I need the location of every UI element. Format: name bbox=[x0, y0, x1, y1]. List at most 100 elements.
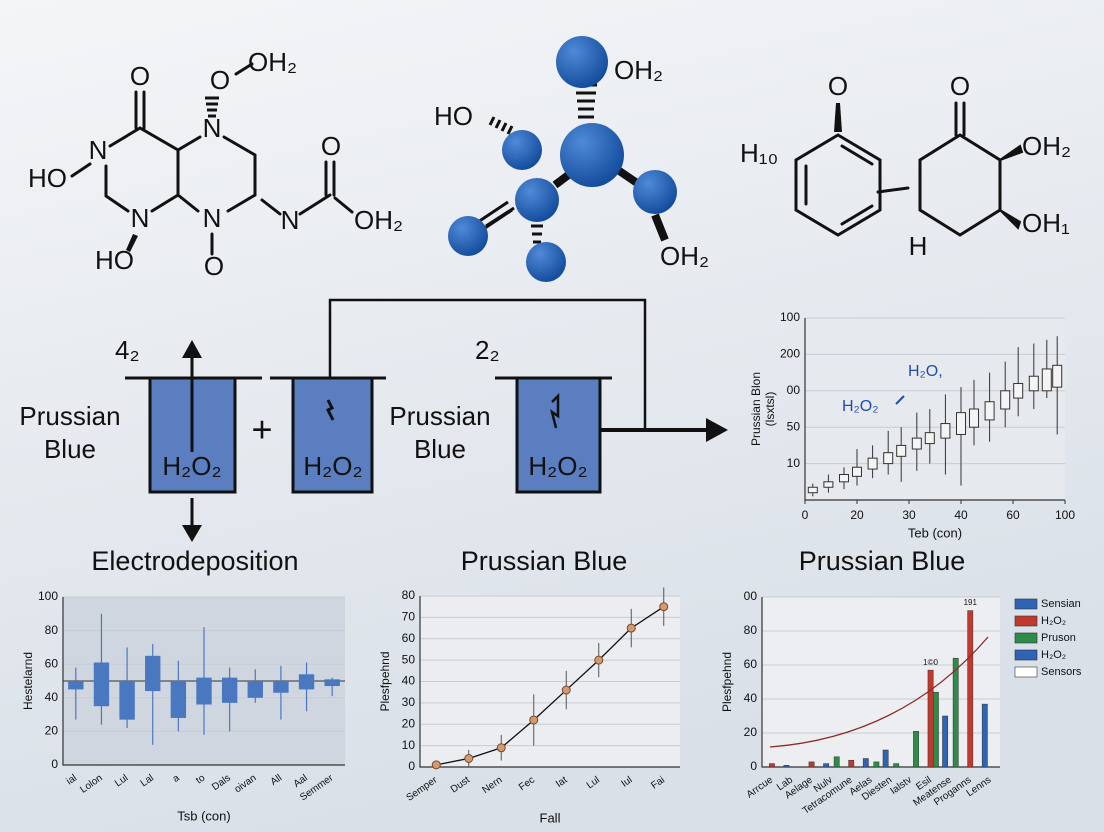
axis bbox=[62, 597, 345, 766]
bar bbox=[221, 677, 238, 703]
axis bbox=[761, 597, 1000, 768]
x-tick-label: 100 bbox=[1055, 508, 1075, 522]
y-axis-label: (lsxtsl) bbox=[763, 392, 777, 427]
data-label: 191 bbox=[964, 598, 978, 607]
arrowhead bbox=[706, 418, 728, 442]
atom: HO bbox=[434, 101, 473, 131]
marker bbox=[464, 753, 474, 763]
legend-swatch bbox=[1014, 649, 1038, 661]
bar bbox=[981, 703, 988, 768]
hash-bond bbox=[488, 116, 514, 135]
y-tick-label: 100 bbox=[38, 589, 58, 603]
beaker-label: H₂O₂ bbox=[162, 451, 221, 481]
plot-area bbox=[805, 318, 1065, 500]
y-tick-label: 60 bbox=[744, 657, 758, 671]
marker bbox=[431, 760, 441, 770]
atom: N bbox=[281, 205, 300, 235]
beaker-label: H₂O₂ bbox=[528, 451, 587, 481]
atom: O bbox=[204, 251, 224, 281]
bar bbox=[273, 681, 289, 693]
annotation: H₂O₂ bbox=[842, 398, 878, 415]
atom: O bbox=[828, 71, 848, 101]
atom bbox=[526, 242, 566, 282]
bar bbox=[196, 677, 212, 705]
step-label: Prussian bbox=[19, 401, 120, 431]
y-tick-label: 80 bbox=[402, 588, 416, 602]
marker bbox=[594, 655, 604, 665]
atom: OH₂ bbox=[248, 47, 297, 77]
connector bbox=[328, 298, 647, 430]
atom: O bbox=[130, 61, 150, 91]
box bbox=[1000, 390, 1011, 410]
atom: O bbox=[950, 71, 970, 101]
atom bbox=[502, 130, 542, 170]
y-axis-label: Plesfpehnd bbox=[720, 652, 734, 712]
bar bbox=[769, 763, 775, 768]
bar bbox=[952, 657, 959, 768]
arrowhead bbox=[182, 525, 202, 542]
box bbox=[1028, 375, 1039, 392]
y-tick-label: 70 bbox=[402, 610, 416, 624]
plus: + bbox=[251, 409, 272, 450]
y-tick-label: 0 bbox=[408, 759, 415, 773]
x-tick-label: 0 bbox=[802, 508, 809, 522]
axis bbox=[419, 596, 680, 768]
bar bbox=[119, 681, 135, 720]
x-axis-label: Tsb (con) bbox=[177, 808, 230, 823]
legend-label: Sensors bbox=[1041, 666, 1082, 678]
atom: OH₁ bbox=[1022, 208, 1070, 238]
bar bbox=[927, 669, 934, 768]
bar bbox=[93, 662, 110, 707]
hash-bond bbox=[477, 200, 515, 232]
molecule-3: H₁₀ O O OH₂ OH₁ H bbox=[740, 71, 1071, 261]
molecule-2: OH₂ HO OH₂ bbox=[434, 36, 709, 282]
bar bbox=[808, 761, 815, 768]
bonds bbox=[70, 62, 354, 256]
wedge-bond bbox=[999, 144, 1024, 230]
atom: HO bbox=[28, 163, 67, 193]
x-tick-label: 40 bbox=[954, 508, 968, 522]
atom: O bbox=[210, 65, 230, 95]
box bbox=[896, 444, 907, 457]
section-title: Prussian Blue bbox=[799, 546, 966, 576]
box bbox=[807, 486, 818, 494]
annotation: H₂O, bbox=[908, 363, 943, 380]
bar bbox=[145, 655, 161, 692]
y-axis-label: Plesfpehnd bbox=[378, 651, 392, 711]
data-label: 1©0 bbox=[923, 658, 938, 667]
bar bbox=[68, 681, 84, 690]
wedge-bond bbox=[834, 103, 842, 132]
atom: N bbox=[131, 203, 150, 233]
bar bbox=[823, 763, 830, 768]
molecule-1: O O OH₂ N HO N N N O N O OH₂ HO bbox=[28, 47, 403, 281]
legend-label: H₂O₂ bbox=[1041, 649, 1066, 661]
section-title: Prussian Blue bbox=[461, 546, 628, 576]
step-label: Blue bbox=[414, 434, 466, 464]
atom bbox=[560, 123, 624, 187]
legend-label: Pruson bbox=[1041, 632, 1076, 644]
step-label: Blue bbox=[44, 434, 96, 464]
reaction-mark bbox=[550, 392, 560, 429]
atom: N bbox=[203, 113, 222, 143]
marker bbox=[496, 743, 506, 753]
y-tick-label: 50 bbox=[787, 419, 801, 433]
x-axis-label: Fall bbox=[540, 810, 561, 825]
x-tick-label: 60 bbox=[1006, 508, 1020, 522]
y-tick-label: 30 bbox=[402, 695, 416, 709]
y-tick-label: 20 bbox=[45, 724, 59, 738]
annotation-arrow bbox=[895, 395, 905, 405]
y-tick-label: 80 bbox=[45, 623, 59, 637]
bar bbox=[783, 765, 790, 768]
y-tick-label: 20 bbox=[402, 716, 416, 730]
trend-curve bbox=[769, 636, 989, 748]
legend-swatch bbox=[1014, 598, 1038, 610]
bar bbox=[873, 761, 880, 768]
y-tick-label: 80 bbox=[744, 623, 758, 637]
beaker-label: H₂O₂ bbox=[303, 451, 362, 481]
box bbox=[956, 412, 966, 435]
box bbox=[839, 474, 849, 483]
y-tick-label: 60 bbox=[45, 656, 59, 670]
y-tick-label: 40 bbox=[402, 674, 416, 688]
bar bbox=[932, 691, 939, 768]
